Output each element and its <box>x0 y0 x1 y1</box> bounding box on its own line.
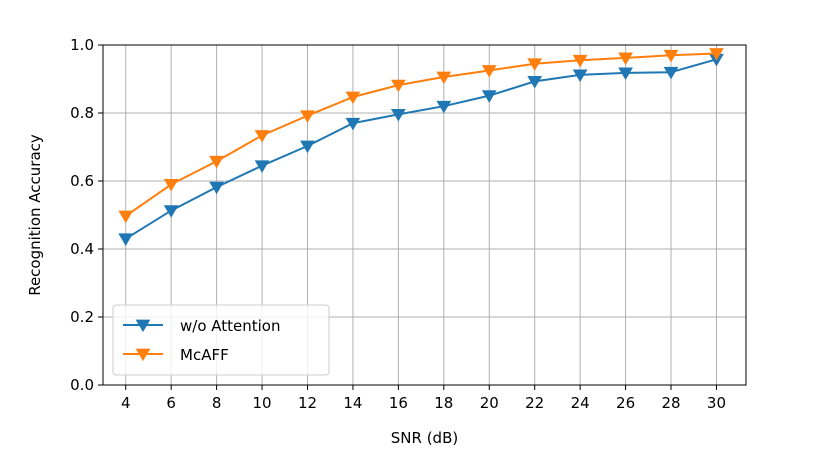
legend-item: McAFF <box>123 346 229 364</box>
x-tick-label: 30 <box>707 394 726 412</box>
data-point <box>300 110 315 123</box>
x-tick-label: 18 <box>434 394 453 412</box>
series-line <box>125 58 717 240</box>
y-tick-label: 0.2 <box>70 308 94 326</box>
data-point <box>209 181 224 195</box>
y-tick-label: 0.0 <box>70 376 94 394</box>
series-without-attention <box>118 53 724 246</box>
x-tick-label: 16 <box>389 394 408 412</box>
y-tick-label: 0.8 <box>70 104 94 122</box>
data-point <box>254 160 270 173</box>
data-point <box>481 65 497 78</box>
data-point <box>390 79 406 93</box>
data-point <box>618 67 633 81</box>
data-point <box>572 54 588 68</box>
data-point <box>481 90 497 103</box>
legend: w/o Attention McAFF <box>112 304 330 376</box>
data-point <box>572 69 588 83</box>
y-tick-label: 0.6 <box>70 172 94 190</box>
legend-marker <box>135 348 151 362</box>
data-point <box>436 100 452 114</box>
data-point <box>345 117 361 131</box>
data-point <box>618 52 633 66</box>
series-mcaff <box>118 48 724 224</box>
x-tick-label: 6 <box>166 394 176 412</box>
data-point <box>709 48 724 61</box>
data-point <box>118 233 134 246</box>
x-tick-label: 10 <box>252 394 271 412</box>
x-tick-label: 28 <box>661 394 680 412</box>
x-tick-label: 26 <box>616 394 635 412</box>
legend-box <box>112 304 330 376</box>
x-axis-label: SNR (dB) <box>391 429 458 447</box>
data-point <box>118 210 134 224</box>
data-point <box>209 155 224 169</box>
data-point <box>163 205 179 218</box>
plot-frame <box>102 44 747 386</box>
axis-ticks: 4 6 8 10 12 14 16 18 20 22 24 26 28 30 0.0 0.2 0.4 0.6 0.8… <box>70 36 726 412</box>
data-point <box>254 130 270 143</box>
data-point <box>436 71 452 85</box>
series-layer <box>118 48 724 246</box>
x-tick-label: 14 <box>343 394 362 412</box>
data-point <box>300 140 315 154</box>
legend-label: w/o Attention <box>180 317 281 335</box>
x-tick-label: 22 <box>525 394 544 412</box>
legend-marker <box>135 319 151 333</box>
x-tick-label: 12 <box>298 394 317 412</box>
x-tick-label: 24 <box>571 394 590 412</box>
series-line <box>125 52 717 217</box>
x-tick-label: 4 <box>121 394 131 412</box>
y-tick-label: 0.4 <box>70 240 94 258</box>
legend-item: w/o Attention <box>123 317 281 335</box>
x-tick-label: 20 <box>480 394 499 412</box>
x-tick-label: 8 <box>212 394 222 412</box>
data-point <box>163 179 179 192</box>
data-point <box>663 49 679 63</box>
data-point <box>345 91 361 105</box>
data-point <box>663 66 679 80</box>
y-axis-label: Recognition Accuracy <box>26 134 44 296</box>
legend-label: McAFF <box>180 346 229 364</box>
data-point <box>527 76 543 89</box>
data-point <box>390 108 406 122</box>
data-point <box>527 58 543 71</box>
y-tick-label: 1.0 <box>70 36 94 54</box>
